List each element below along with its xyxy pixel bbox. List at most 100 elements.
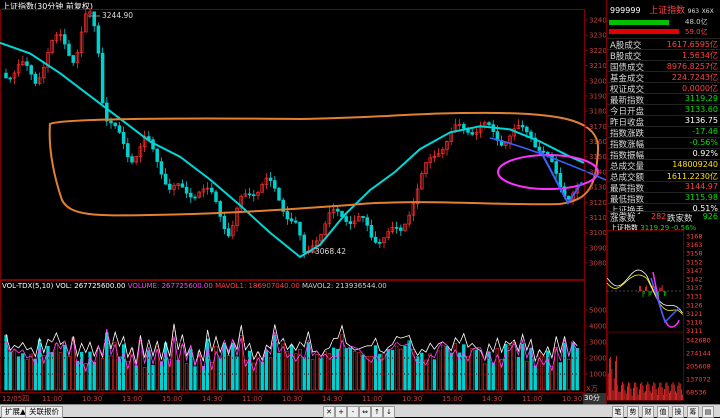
candle-body [252,194,256,197]
time-tick-label: 11:00 [362,395,382,403]
volume-bar [415,356,420,391]
quote-row: 指数振幅 0.92% [607,148,720,161]
volume-bar [12,349,17,391]
operate-icon[interactable]: 操 [672,406,684,418]
volume-bar [331,347,336,391]
volume-bar [273,335,277,391]
quote-row-label: 指数涨幅 [610,140,645,150]
candle-body [96,25,101,54]
candle-body [268,177,273,181]
quote-row-label: 今日开盘 [610,107,645,117]
volume-bar [525,360,529,391]
finance-icon[interactable]: 财 [642,406,654,418]
volume-bar [256,352,260,391]
volume-bar [306,341,311,391]
volume-bar [453,343,458,391]
volume-bar [420,352,424,391]
volume-bar [424,359,428,391]
volume-bar [550,365,554,391]
candle-body [197,191,201,198]
volume-bar [247,350,252,391]
volume-bar [399,348,403,391]
price-chart-canvas[interactable]: 3240 3230 3220 3210 3200 3190 3180 3170 3160 3150… [0,0,606,404]
volume-bar [298,348,302,391]
volume-bar [159,361,164,391]
volume-bar [478,351,483,391]
volume-bar [516,356,521,391]
price-tick-label: 3170 [589,123,606,131]
candle-body [537,146,542,152]
volume-bar [462,344,466,391]
candle-body [487,122,491,125]
volume-bar [100,358,105,391]
mini-price-tick: 3158 [686,250,703,258]
mini-volume-tick: 342680 [686,337,711,345]
volume-bar [336,348,340,391]
quote-row-value: 1.5634亿 [682,51,718,60]
volume-bar [239,335,243,391]
bottom-toolbar: 扩展▲ 关联报价 ✕ + - ⇔ ↑ ↓ 笔 势 财 值 操 筹 ▤ [0,404,720,418]
candle-body [554,161,558,174]
chips-icon[interactable]: 筹 [687,406,699,418]
volume-bar [546,350,550,391]
panel-toggle-icon[interactable]: ▤ [702,406,714,418]
volume-bar [499,359,504,391]
quote-row-value: 3144.97 [684,182,718,191]
candle-body [235,207,239,226]
brush-icon[interactable]: 笔 [612,406,624,418]
candle-body [281,199,285,212]
volume-bar [180,344,185,391]
value-icon[interactable]: 值 [657,406,669,418]
volume-bar [184,363,189,391]
down-arrow-icon[interactable]: ↓ [383,406,395,418]
price-tick-label: 3090 [589,244,606,252]
mini-price-tick: 3142 [686,276,703,284]
tab-related-quotes[interactable]: 关联报价 [25,406,63,418]
volume-bar [96,348,101,391]
volume-bar [176,359,180,391]
candle-body [525,126,529,133]
mini-price-tick: 3131 [686,293,703,301]
sell-strength-bar [609,29,679,34]
quote-row-label: 基金成交 [610,74,645,84]
zoom-in-icon[interactable]: + [335,406,347,418]
volume-bar [281,343,285,391]
time-tick-label: 10:30 [562,395,582,403]
candle-body [319,234,323,242]
mavol2-value: MAVOL2: 213936544.00 [302,282,387,290]
trend-icon[interactable]: 势 [627,406,639,418]
candle-body [336,208,340,212]
bar1-value: 48.0亿 [685,18,708,26]
close-icon[interactable]: ✕ [323,406,335,418]
up-count: 282 [651,212,667,221]
price-tick-label: 3130 [589,184,606,192]
candle-body [134,156,138,163]
quote-row: 总成交量 148009240 [607,159,720,172]
zoom-out-icon[interactable]: - [347,406,359,418]
candle-body [516,124,521,130]
candle-body [54,34,59,41]
quote-row-value: 3136.75 [684,116,718,125]
price-tick-label: 3190 [589,92,606,100]
price-tick-label: 3110 [589,214,606,222]
mini-volume-tick: 274144 [686,350,711,358]
pan-icon[interactable]: ⇔ [359,406,371,418]
candle-body [298,221,302,236]
mini-price-tick: 3152 [686,258,703,266]
candle-body [403,223,407,231]
volume-bar [369,356,374,391]
quote-row-value: 1611.2230亿 [666,172,718,181]
candle-body [285,211,290,220]
candle-body [411,203,416,216]
time-tick-label: 14:30 [322,395,342,403]
down-count: 926 [702,212,718,221]
candle-body [25,61,29,66]
price-tick-label: 3120 [589,199,606,207]
kline-chart-area[interactable]: 上证指数(30分钟 前复权) 3240 3230 3220 3210 3200 3190 3… [0,0,606,416]
candle-body [365,217,369,226]
up-arrow-icon[interactable]: ↑ [371,406,383,418]
quote-row: 今日开盘 3133.60 [607,104,720,117]
candle-body [159,161,164,175]
intraday-mini-chart[interactable]: 3168316331583152314731423137313131263121… [607,230,720,402]
volume-bar [84,363,88,391]
